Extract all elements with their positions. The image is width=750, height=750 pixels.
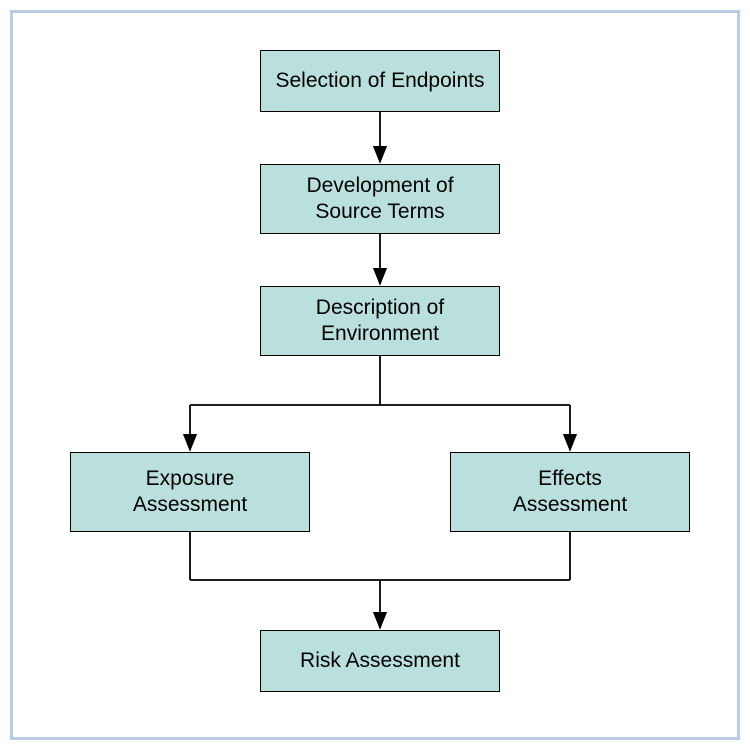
node-effects-assessment: EffectsAssessment <box>450 452 690 532</box>
node-label: Development ofSource Terms <box>306 173 453 226</box>
node-description-environment: Description ofEnvironment <box>260 286 500 356</box>
node-development-source-terms: Development ofSource Terms <box>260 164 500 234</box>
node-selection-endpoints: Selection of Endpoints <box>260 50 500 112</box>
node-label: Risk Assessment <box>300 648 460 674</box>
node-label: EffectsAssessment <box>513 466 627 519</box>
node-label: Description ofEnvironment <box>316 295 444 348</box>
node-risk-assessment: Risk Assessment <box>260 630 500 692</box>
node-label: Selection of Endpoints <box>276 68 485 94</box>
node-exposure-assessment: ExposureAssessment <box>70 452 310 532</box>
node-label: ExposureAssessment <box>133 466 247 519</box>
